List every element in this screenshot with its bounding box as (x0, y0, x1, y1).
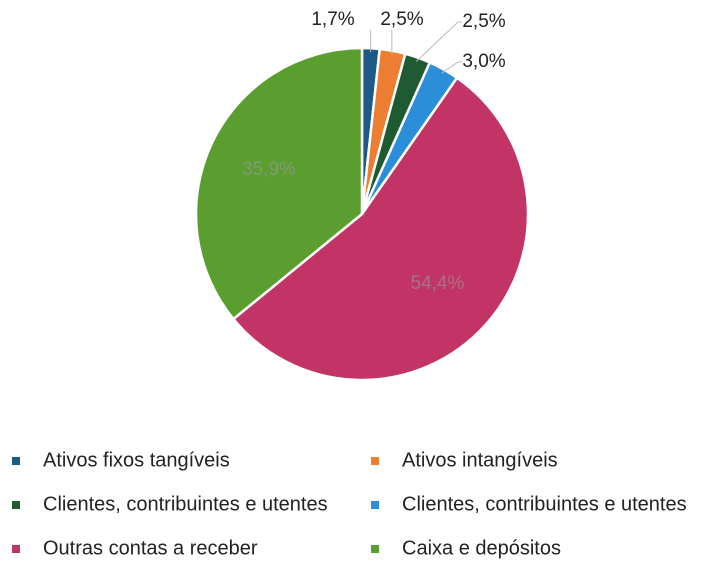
data-label: 35,9% (242, 159, 296, 180)
pie-slice (231, 76, 530, 382)
legend-label: Ativos fixos tangíveis (43, 449, 230, 471)
leader-line (441, 61, 462, 74)
data-label: 3,0% (462, 51, 505, 72)
data-label: 2,5% (462, 11, 505, 32)
legend-swatch (12, 501, 20, 509)
leader-line (416, 21, 462, 62)
pie-slice (194, 46, 364, 321)
legend-swatch (12, 545, 20, 553)
legend-label: Clientes, contribuintes e utentes (43, 493, 328, 515)
legend-label: Caixa e depósitos (402, 537, 561, 559)
legend-swatch (371, 501, 379, 509)
data-label: 54,4% (411, 273, 465, 294)
legend-swatch (12, 457, 20, 465)
legend-label: Clientes, contribuintes e utentes (402, 493, 687, 515)
legend-swatch (371, 545, 379, 553)
legend-swatch (371, 457, 379, 465)
data-label: 2,5% (380, 9, 423, 30)
legend-label: Outras contas a receber (43, 537, 258, 559)
legend-label: Ativos intangíveis (402, 449, 558, 471)
data-label: 1,7% (311, 9, 354, 30)
